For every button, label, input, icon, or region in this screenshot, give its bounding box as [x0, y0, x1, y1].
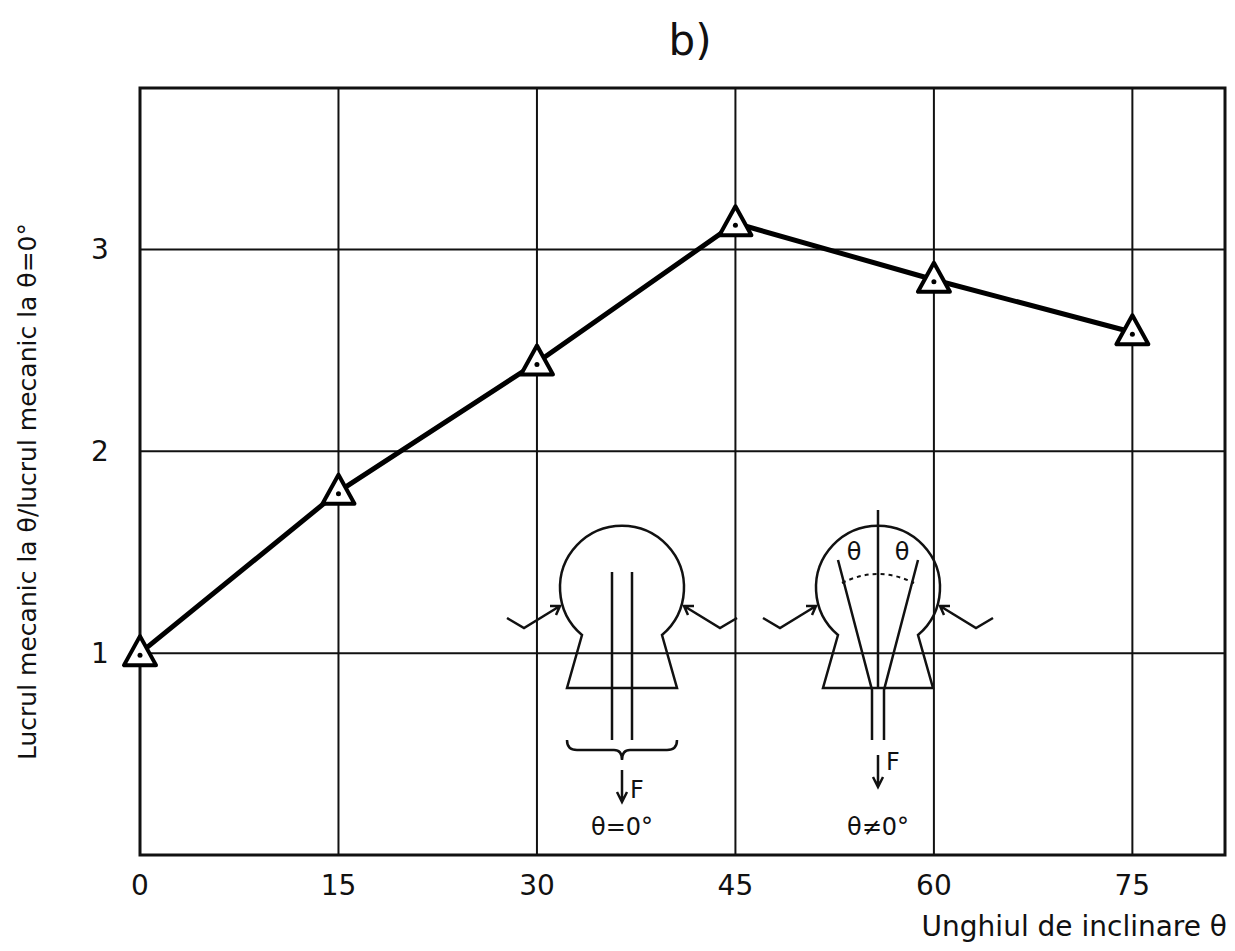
data-marker — [719, 206, 751, 235]
marker-dot — [733, 223, 738, 228]
marker-dot — [138, 653, 143, 658]
diagram-line — [838, 560, 872, 740]
data-marker — [1116, 315, 1148, 344]
marker-dot — [931, 279, 936, 284]
diagram-line — [617, 770, 627, 802]
y-grid-line — [140, 652, 1225, 654]
y-tick-label: 2 — [91, 435, 109, 468]
marker-dot — [336, 491, 341, 496]
diagram-line — [507, 606, 560, 628]
x-grid-line — [734, 88, 736, 855]
annotation: θ — [847, 538, 862, 566]
data-marker — [918, 263, 950, 292]
annotation: θ — [895, 538, 910, 566]
data-line — [140, 223, 1132, 653]
x-grid-line — [536, 88, 538, 855]
diagram-line — [560, 526, 684, 688]
y-tick-label: 1 — [91, 637, 109, 670]
diagram-line — [612, 572, 632, 740]
annotation: θ≠0° — [847, 813, 909, 841]
x-tick-label: 75 — [1115, 869, 1151, 902]
x-tick-label: 30 — [519, 869, 555, 902]
chart-title: b) — [668, 16, 711, 65]
diagram-line — [567, 740, 677, 760]
y-tick-label: 3 — [91, 233, 109, 266]
annotation: θ=0° — [591, 813, 653, 841]
diagram-line — [884, 560, 918, 740]
diagram-line — [873, 755, 883, 787]
plot-frame — [140, 88, 1225, 855]
chart: 0 15 30 45 60 75 1 2 3 b) Unghiul de inclinare θ Lu… — [0, 0, 1235, 951]
data-marker — [322, 475, 354, 504]
data-marker — [521, 346, 553, 375]
annotation: F — [886, 748, 900, 776]
diagram-line — [684, 606, 737, 628]
x-grid-line — [933, 88, 935, 855]
y-grid-line — [140, 450, 1225, 452]
marker-dot — [1130, 332, 1135, 337]
diagram-arc — [842, 574, 914, 583]
y-axis-title: Lucrul mecanic la θ/lucrul mecanic la θ=… — [13, 223, 42, 760]
diagram-line — [763, 606, 816, 628]
x-tick-label: 15 — [321, 869, 357, 902]
plot-area — [124, 206, 1148, 665]
x-grid-line — [1131, 88, 1133, 855]
marker-dot — [534, 362, 539, 367]
diagram-line — [877, 510, 880, 688]
x-grid-line — [337, 88, 339, 855]
x-tick-label: 0 — [131, 869, 149, 902]
x-tick-label: 45 — [718, 869, 754, 902]
diagram-axis — [877, 510, 879, 688]
x-tick-label: 60 — [916, 869, 952, 902]
x-axis-title: Unghiul de inclinare θ — [922, 910, 1227, 943]
diagram-line — [940, 606, 993, 628]
annotation: F — [630, 776, 644, 804]
y-grid-line — [140, 248, 1225, 250]
data-marker — [124, 636, 156, 665]
